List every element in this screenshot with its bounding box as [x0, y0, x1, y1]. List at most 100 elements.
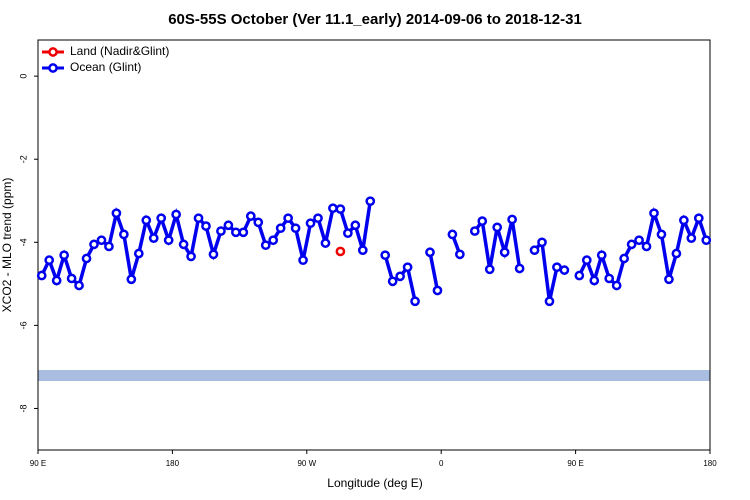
data-point: [649, 208, 659, 219]
data-point: [283, 213, 293, 224]
data-point: [477, 216, 488, 226]
data-point: [634, 235, 644, 246]
data-point: [507, 214, 517, 225]
data-point: [81, 253, 92, 264]
data-point: [664, 274, 674, 285]
data-point: [425, 247, 435, 258]
x-tick-label: 0: [439, 459, 444, 468]
data-point: [96, 235, 107, 246]
y-tick-label: -8: [18, 404, 28, 412]
data-point: [208, 249, 219, 260]
data-point: [193, 213, 204, 224]
data-point: [133, 248, 144, 259]
y-tick-label: 0: [18, 74, 28, 79]
series-line: [428, 251, 440, 291]
legend-label: Land (Nadir&Glint): [70, 44, 169, 58]
data-point: [581, 255, 592, 266]
x-tick-label: 180: [166, 459, 180, 468]
data-point: [529, 245, 540, 256]
data-point: [492, 222, 503, 233]
x-tick-label: 90 E: [30, 459, 46, 468]
data-point: [36, 270, 47, 281]
data-point: [469, 226, 480, 236]
data-point: [231, 227, 241, 238]
data-point: [559, 265, 570, 275]
data-point: [619, 253, 629, 264]
data-point: [604, 273, 615, 284]
data-point: [395, 271, 405, 282]
data-point: [328, 203, 338, 214]
data-point: [171, 209, 181, 220]
data-point: [335, 204, 346, 214]
data-point: [484, 264, 495, 275]
data-point: [335, 246, 346, 257]
data-point: [66, 273, 77, 284]
data-point: [156, 213, 167, 224]
x-tick-label: 180: [703, 459, 717, 468]
chart-title: 60S-55S October (Ver 11.1_early) 2014-09…: [168, 11, 582, 28]
data-point: [626, 239, 637, 250]
legend-label: Ocean (Glint): [70, 60, 141, 74]
data-point: [686, 233, 697, 243]
data-point: [305, 218, 316, 229]
data-point: [216, 226, 226, 236]
data-point: [387, 276, 398, 287]
data-point: [514, 263, 525, 274]
reference-band: [38, 370, 710, 381]
data-point: [178, 239, 189, 250]
data-point: [432, 285, 443, 296]
data-point: [402, 262, 413, 273]
data-point: [268, 235, 279, 246]
data-point: [148, 233, 159, 243]
y-tick-label: -2: [18, 155, 28, 163]
x-axis-label: Longitude (deg E): [327, 476, 422, 490]
data-point: [201, 221, 211, 231]
data-point: [679, 215, 689, 226]
data-point: [320, 238, 331, 248]
data-point: [245, 211, 256, 221]
data-point: [589, 275, 600, 286]
y-tick-label: -4: [18, 238, 28, 246]
y-axis-label: XCO2 - MLO trend (ppm): [0, 178, 14, 313]
data-point: [455, 249, 465, 260]
data-point: [51, 275, 62, 286]
data-point: [260, 240, 271, 251]
data-point: [238, 227, 249, 238]
data-point: [313, 213, 323, 224]
data-point: [126, 274, 137, 285]
data-point: [163, 235, 174, 246]
data-point: [186, 251, 196, 262]
data-point: [656, 229, 667, 240]
data-point: [290, 223, 301, 234]
data-point: [59, 250, 69, 261]
data-point: [119, 229, 129, 240]
data-point: [552, 262, 562, 273]
data-point: [44, 255, 55, 266]
data-point: [611, 280, 622, 291]
legend-marker: [48, 63, 58, 73]
data-point: [693, 213, 704, 224]
data-point: [537, 237, 547, 248]
data-point: [141, 215, 152, 226]
data-point: [365, 196, 376, 207]
data-point: [574, 270, 585, 281]
data-point: [223, 220, 234, 231]
data-point: [104, 241, 114, 252]
data-point: [410, 296, 420, 307]
data-point: [499, 247, 510, 258]
data-point: [275, 223, 286, 234]
data-point: [671, 248, 682, 259]
legend-marker: [48, 47, 58, 57]
data-point: [74, 280, 84, 291]
x-tick-label: 90 W: [297, 459, 316, 468]
data-point: [596, 250, 607, 261]
data-point: [350, 220, 361, 231]
y-tick-label: -6: [18, 321, 28, 329]
data-point: [357, 245, 368, 256]
data-point: [298, 255, 308, 266]
data-point: [641, 241, 652, 252]
data-point: [544, 296, 555, 307]
data-point: [111, 208, 122, 219]
data-point: [343, 228, 353, 239]
data-point: [701, 235, 712, 246]
